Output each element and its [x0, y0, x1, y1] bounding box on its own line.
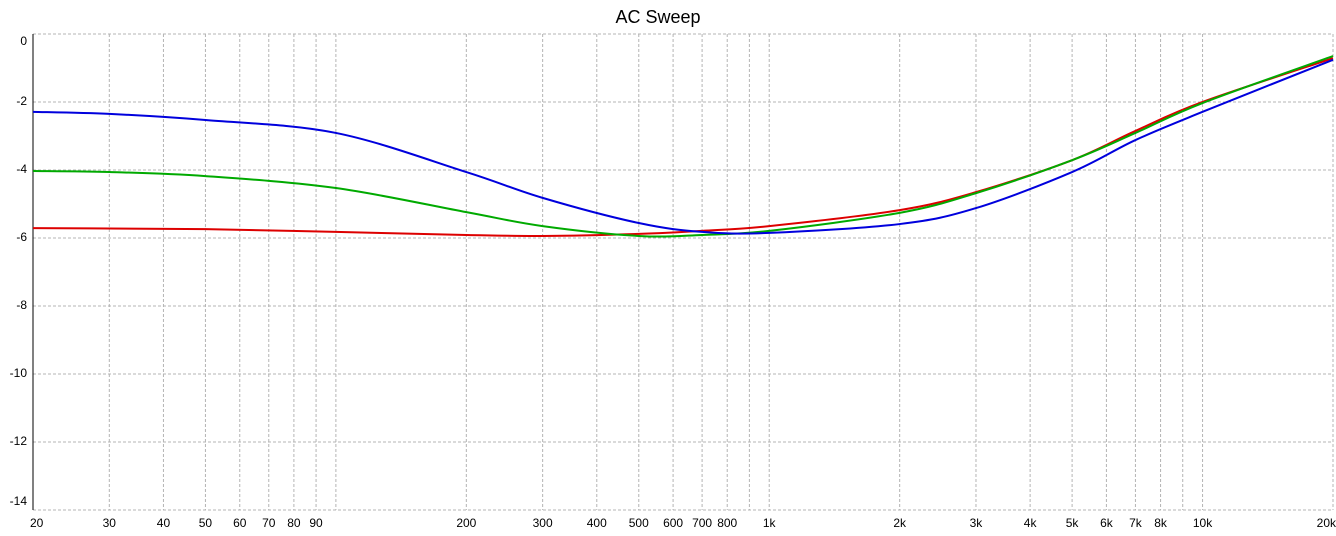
y-tick-label: -8 [16, 298, 27, 312]
x-tick-label: 20 [30, 516, 44, 530]
y-tick-label: 0 [20, 34, 27, 48]
y-tick-label: -12 [10, 434, 28, 448]
x-tick-label: 80 [287, 516, 301, 530]
x-tick-label: 300 [533, 516, 553, 530]
x-tick-label: 500 [629, 516, 649, 530]
y-tick-label: -2 [16, 94, 27, 108]
x-tick-label: 10k [1193, 516, 1213, 530]
x-tick-label: 30 [103, 516, 117, 530]
y-tick-label: -6 [16, 230, 27, 244]
y-tick-label: -14 [10, 494, 28, 508]
chart-title: AC Sweep [615, 7, 700, 27]
y-tick-label: -10 [10, 366, 28, 380]
x-tick-label: 2k [893, 516, 907, 530]
x-tick-label: 600 [663, 516, 683, 530]
series-line [32, 58, 1334, 235]
x-tick-label: 5k [1066, 516, 1080, 530]
x-tick-label: 700 [692, 516, 712, 530]
x-tick-label: 40 [157, 516, 171, 530]
x-tick-label: 8k [1154, 516, 1168, 530]
x-tick-label: 200 [456, 516, 476, 530]
x-tick-label: 400 [587, 516, 607, 530]
series-line [32, 55, 1334, 238]
x-tick-label: 50 [199, 516, 213, 530]
x-tick-label: 60 [233, 516, 247, 530]
x-tick-label: 1k [763, 516, 777, 530]
x-tick-label: 7k [1129, 516, 1143, 530]
x-tick-label: 800 [717, 516, 737, 530]
y-tick-label: -4 [16, 162, 27, 176]
x-tick-label: 90 [309, 516, 323, 530]
x-tick-label: 3k [970, 516, 984, 530]
x-tick-label: 6k [1100, 516, 1114, 530]
series-line [32, 57, 1334, 237]
x-tick-label: 20k [1317, 516, 1336, 530]
x-tick-label: 4k [1024, 516, 1038, 530]
x-tick-label: 70 [262, 516, 276, 530]
